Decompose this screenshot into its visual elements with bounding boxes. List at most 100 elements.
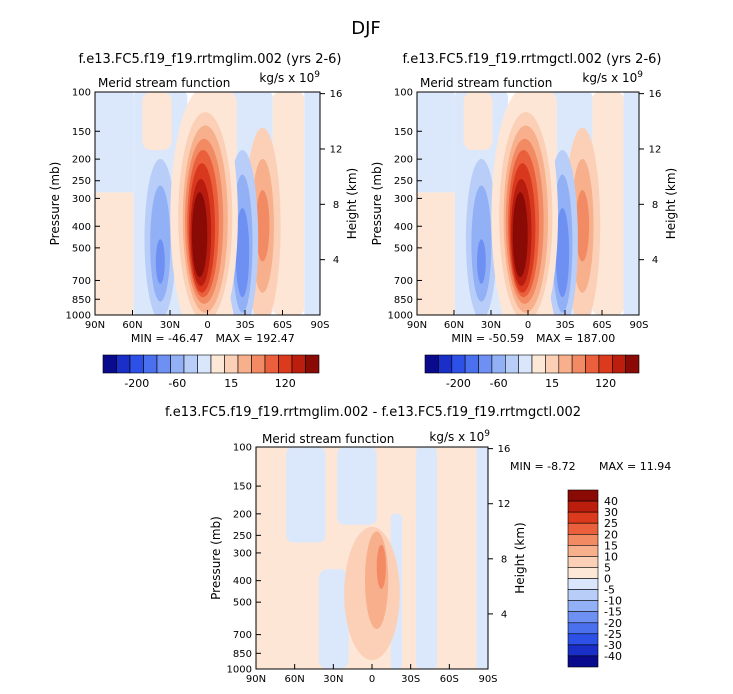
x-tick-label: 60N [122,320,142,331]
panel-subtitle: Merid stream function [98,76,230,90]
y-tick-label: 200 [72,155,91,166]
panel-title: f.e13.FC5.f19_f19.rrtmglim.002 - f.e13.F… [165,405,581,420]
contour-fill [376,544,386,590]
max-label: MAX = 11.94 [599,460,671,473]
contour-field [417,92,639,315]
colorbar-swatch [567,589,599,601]
contour-field [256,447,488,669]
height-tick-label: 4 [501,609,507,620]
y-tick-label: 300 [72,194,91,205]
height-tick-label: 4 [652,255,658,266]
contour-fill [191,192,208,278]
colorbar-swatch [183,354,198,374]
colorbar-tick-label: 0 [604,573,611,586]
colorbar-tick-label: 10 [604,550,618,563]
x-tick-label: 60N [285,674,305,685]
contour-fill [463,92,493,150]
y-tick-label: 250 [233,531,252,542]
y-tick-label: 100 [394,88,413,99]
colorbar-swatch [567,556,599,568]
colorbar-swatch [567,611,599,624]
x-tick-label: 90N [246,674,266,685]
y-axis-label-right: Height (km) [345,168,359,239]
colorbar-swatch [478,354,493,374]
colorbar-swatch [598,354,613,374]
height-tick-label: 8 [501,554,507,565]
x-tick-label: 30S [235,320,254,331]
y-axis-label: Pressure (mb) [370,162,384,246]
panel-subtitle: Merid stream function [420,76,552,90]
colorbar-tick-label: -10 [604,595,622,608]
x-tick-label: 30N [160,320,180,331]
contour-fill [272,92,305,315]
contour-fill [417,92,455,193]
colorbar-tick-label: 15 [224,377,238,390]
colorbar-tick-label: -40 [604,650,622,663]
figure-title: DJF [351,18,381,39]
y-tick-label: 700 [72,276,91,287]
colorbar-swatch [567,567,599,579]
y-tick-label: 150 [72,127,91,138]
x-tick-label: 90S [478,674,497,685]
colorbar-swatch [264,354,279,374]
colorbar-tick-label: -20 [604,617,622,630]
contour-fill [155,239,165,284]
colorbar-swatch [571,354,586,374]
colorbar-swatch [567,544,599,557]
colorbar-swatch [518,354,533,374]
min-label: MIN = -50.59 [451,332,524,345]
colorbar-swatch [129,354,144,374]
y-axis-label: Pressure (mb) [209,516,223,600]
y-tick-label: 500 [394,243,413,254]
height-tick-label: 16 [649,89,662,100]
colorbar-tick-label: 120 [275,377,296,390]
contour-fill [255,190,270,262]
x-tick-label: 60S [592,320,611,331]
colorbar-swatch [170,354,185,374]
colorbar-swatch [116,354,131,374]
min-label: MIN = -46.47 [131,332,204,345]
colorbar-swatch [464,354,479,374]
height-tick-label: 8 [652,200,658,211]
contour-fill [575,190,590,262]
max-label: MAX = 187.00 [536,332,615,345]
colorbar-swatch [251,354,266,374]
x-tick-label: 0 [525,320,531,331]
colorbar-swatch [567,622,599,635]
colorbar-tick-label: 40 [604,495,618,508]
y-axis-label-right: Height (km) [513,522,527,593]
colorbar-tick-label: 20 [604,528,618,541]
y-tick-label: 150 [394,127,413,138]
colorbar-swatch [210,354,225,374]
colorbar-tick-label: 15 [545,377,559,390]
colorbar-tick-label: 30 [604,506,618,519]
colorbar-tick-label: -60 [168,377,186,390]
panel-subtitle: Merid stream function [262,432,394,446]
x-tick-label: 90S [310,320,329,331]
y-tick-label: 400 [72,222,91,233]
y-tick-label: 300 [394,194,413,205]
contour-fill [623,92,639,315]
x-tick-label: 30S [555,320,574,331]
y-tick-label: 700 [394,276,413,287]
y-tick-label: 1000 [66,311,91,322]
y-tick-label: 1000 [388,311,413,322]
contour-fill [512,192,528,278]
height-tick-label: 12 [498,499,511,510]
colorbar-swatch [451,354,466,374]
colorbar-swatch [567,511,599,524]
y-tick-label: 250 [394,176,413,187]
colorbar-swatch [567,533,599,546]
y-tick-label: 850 [394,295,413,306]
x-tick-label: 60S [273,320,292,331]
y-tick-label: 300 [233,548,252,559]
colorbar-swatch [567,655,599,668]
colorbar-swatch [305,354,320,374]
x-tick-label: 30S [401,674,420,685]
contour-fill [318,569,349,669]
x-tick-label: 60S [440,674,459,685]
y-tick-label: 850 [233,649,252,660]
contour-fill [416,447,437,669]
panel-title: f.e13.FC5.f19_f19.rrtmglim.002 (yrs 2-6) [78,52,341,67]
colorbar-tick-label: 120 [595,377,616,390]
